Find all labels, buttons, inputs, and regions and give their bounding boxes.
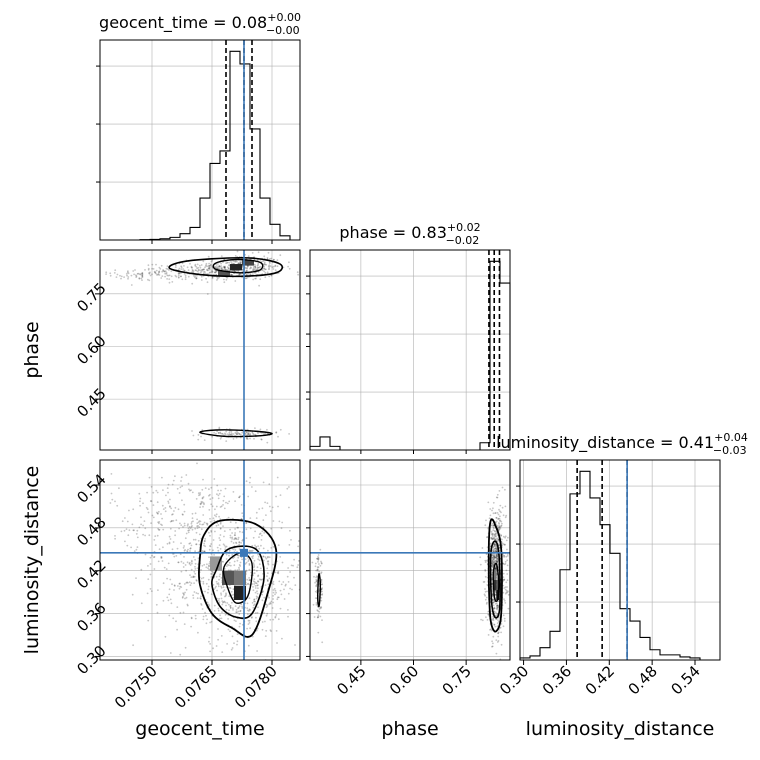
xtick-label-phase-1: 0.60 [386,662,422,698]
density-cell-2 [496,580,500,590]
density-cell-2 [234,570,246,585]
title-sub-phase: −0.02 [446,234,480,247]
xlabel-luminosity_distance: luminosity_distance [526,718,715,740]
title-sup-luminosity_distance: +0.04 [714,431,748,444]
title-geocent_time: geocent_time = 0.08+0.00 −0.00 [99,11,301,37]
xtick-label-luminosity_distance-4: 0.54 [667,662,703,698]
title-main-phase: phase = 0.83 [339,223,446,242]
contour-0 [487,518,503,633]
panel-hist-phase [309,249,511,451]
title-sup-phase: +0.02 [447,221,481,234]
density-cell-0 [230,264,242,271]
xtick-label-geocent_time-2: 0.0780 [231,662,281,712]
xtick-label-phase-0: 0.45 [333,662,369,698]
panel-frame-geocent_time-luminosity_distance [99,459,301,661]
panel-hist-geocent_time [99,39,301,241]
ytick-label-luminosity_distance-0: 0.30 [73,642,109,678]
title-sub-luminosity_distance: −0.03 [713,444,747,457]
title-main-geocent_time: geocent_time = 0.08 [99,13,267,33]
contour-1 [489,540,501,619]
panel-hist-luminosity_distance [519,459,721,661]
density-cell-0 [496,590,500,600]
ytick-label-luminosity_distance-1: 0.36 [73,599,109,635]
contour-0 [168,256,284,278]
title-phase: phase = 0.83+0.02 −0.02 [339,221,480,247]
title-main-luminosity_distance: luminosity_distance = 0.41 [496,433,714,453]
panel-2d-phase-luminosity_distance [310,486,510,660]
ylabel-phase: phase [21,321,43,378]
contour-1 [212,258,264,274]
density-cell-3 [493,570,497,580]
title-sub-geocent_time: −0.00 [266,24,300,37]
histogram-geocent_time [100,50,300,241]
ytick-label-luminosity_distance-2: 0.42 [73,556,109,592]
panel-2d-geocent_time-luminosity_distance [100,460,300,660]
density-cell-0 [234,585,246,600]
scatter-phase-luminosity_distance [311,486,510,660]
xtick-label-geocent_time-0: 0.0750 [111,662,161,712]
xtick-label-geocent_time-1: 0.0765 [171,662,221,712]
ytick-label-luminosity_distance-4: 0.54 [73,470,109,506]
xtick-label-phase-2: 0.75 [439,662,475,698]
xlabel-geocent_time: geocent_time [135,718,264,740]
density-cell-2 [218,270,230,276]
contour-2 [199,429,273,438]
density-cell-3 [210,556,222,571]
ytick-label-luminosity_distance-3: 0.48 [73,513,109,549]
panel-frame-phase-luminosity_distance [309,459,511,661]
contour-0 [198,518,278,638]
scatter-geocent_time-phase [105,250,299,444]
panel-2d-geocent_time-phase [105,250,299,450]
ytick-label-phase-1: 0.60 [73,332,109,368]
panel-frame-geocent_time-phase [99,249,301,451]
density-cell-1 [242,260,254,266]
contour-1 [211,545,265,620]
ytick-label-phase-2: 0.75 [73,279,109,315]
xlabel-phase: phase [381,718,438,740]
title-luminosity_distance: luminosity_distance = 0.41+0.04 −0.03 [496,431,748,457]
truth-marker [240,548,248,557]
xtick-label-luminosity_distance-3: 0.48 [625,662,661,698]
scatter-geocent_time-luminosity_distance [109,462,300,660]
xtick-label-luminosity_distance-2: 0.42 [582,662,618,698]
xtick-label-luminosity_distance-0: 0.30 [496,662,532,698]
ytick-label-phase-0: 0.45 [73,384,109,420]
ylabel-luminosity_distance: luminosity_distance [21,466,43,655]
histogram-luminosity_distance [519,470,720,661]
title-sup-geocent_time: +0.00 [267,11,301,24]
density-cell-1 [493,580,497,590]
contour-2 [492,562,500,603]
xtick-label-luminosity_distance-1: 0.36 [539,662,575,698]
contour-3 [316,573,321,608]
histogram-phase [309,260,511,451]
